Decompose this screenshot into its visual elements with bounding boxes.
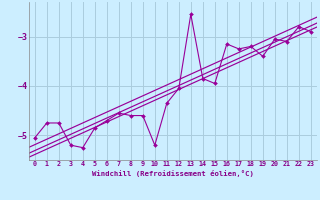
X-axis label: Windchill (Refroidissement éolien,°C): Windchill (Refroidissement éolien,°C) [92, 170, 254, 177]
